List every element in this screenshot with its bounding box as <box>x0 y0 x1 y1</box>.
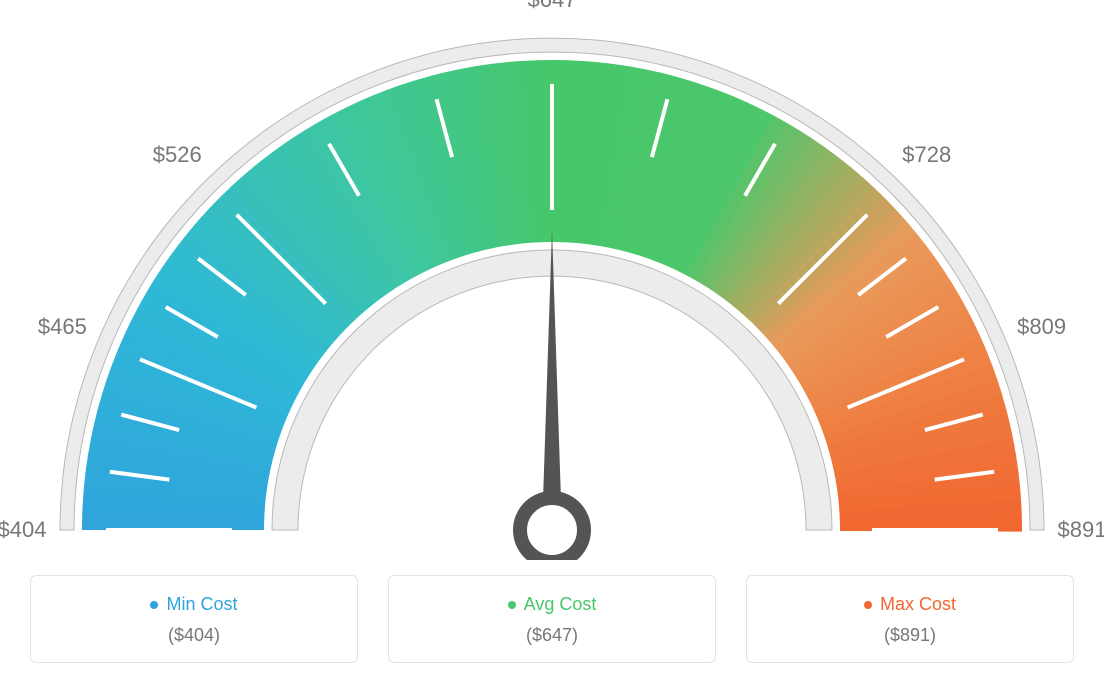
legend-title-text: Max Cost <box>880 594 956 615</box>
legend-value: ($647) <box>399 625 705 646</box>
tick-label: $647 <box>528 0 577 13</box>
legend-value: ($891) <box>757 625 1063 646</box>
min-dot-icon <box>150 601 158 609</box>
tick-label: $728 <box>902 142 951 168</box>
legend-row: Min Cost ($404) Avg Cost ($647) Max Cost ($89… <box>30 575 1074 663</box>
legend-title: Max Cost <box>864 594 956 615</box>
legend-title-text: Avg Cost <box>524 594 597 615</box>
legend-title: Min Cost <box>150 594 237 615</box>
legend-card-avg: Avg Cost ($647) <box>388 575 716 663</box>
tick-label: $809 <box>1017 314 1066 340</box>
needle-hub <box>520 498 584 560</box>
cost-gauge: $404 $465 $526 $647 $728 $809 $891 <box>0 0 1104 560</box>
max-dot-icon <box>864 601 872 609</box>
tick-label: $891 <box>1058 517 1104 543</box>
tick-label: $465 <box>38 314 87 340</box>
tick-label: $404 <box>0 517 46 543</box>
legend-card-max: Max Cost ($891) <box>746 575 1074 663</box>
legend-title-text: Min Cost <box>166 594 237 615</box>
avg-dot-icon <box>508 601 516 609</box>
legend-title: Avg Cost <box>508 594 597 615</box>
gauge-svg <box>0 0 1104 560</box>
legend-card-min: Min Cost ($404) <box>30 575 358 663</box>
legend-value: ($404) <box>41 625 347 646</box>
tick-label: $526 <box>153 142 202 168</box>
